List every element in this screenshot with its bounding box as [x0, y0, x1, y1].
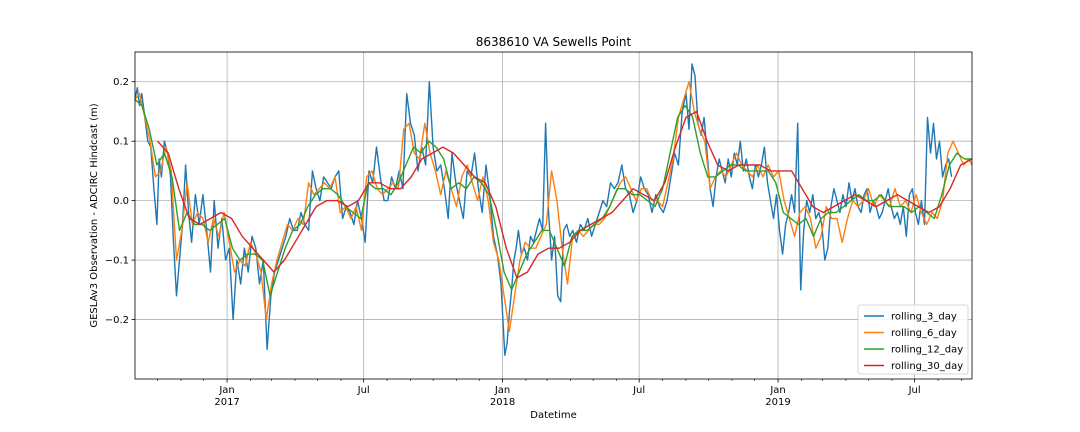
x-tick-label: Jan [218, 385, 234, 396]
y-tick-label: 0.1 [113, 137, 129, 148]
legend-label: rolling_12_day [891, 345, 963, 356]
y-tick-label: 0.2 [113, 77, 129, 88]
y-tick-label: 0.0 [113, 196, 129, 207]
x-tick-year-label: 2017 [214, 397, 239, 408]
series-lines [134, 63, 973, 356]
x-tick-year-label: 2019 [765, 397, 790, 408]
legend-box [857, 304, 969, 375]
x-tick-label: Jul [632, 385, 645, 396]
y-axis-label: GESLAv3 Observation - ADCIRC Hindcast (m… [89, 103, 100, 327]
legend-label: rolling_6_day [891, 328, 957, 339]
chart-title: 8638610 VA Sewells Point [476, 35, 632, 49]
series-line-rolling-3-day [134, 63, 953, 356]
y-tick-label: −0.1 [105, 256, 129, 267]
series-line-rolling-30-day [157, 110, 973, 279]
series-line-rolling-12-day [134, 99, 972, 297]
legend: rolling_3_day rolling_6_day rolling_12_day… [857, 304, 969, 375]
legend-label: rolling_30_day [891, 361, 963, 372]
x-tick-label: Jul [908, 385, 921, 396]
y-tick-label: −0.2 [105, 315, 129, 326]
legend-label: rolling_3_day [891, 312, 957, 323]
x-tick-year-label: 2018 [490, 397, 515, 408]
x-axis-label: Datetime [530, 410, 577, 421]
x-tick-label: Jan [769, 385, 785, 396]
plot-area [135, 52, 972, 379]
x-tick-label: Jul [357, 385, 370, 396]
x-tick-label: Jan [494, 385, 510, 396]
y-axis: 0.2 0.1 0.0 −0.1 −0.2 [105, 77, 135, 326]
plot-frame [134, 51, 973, 380]
